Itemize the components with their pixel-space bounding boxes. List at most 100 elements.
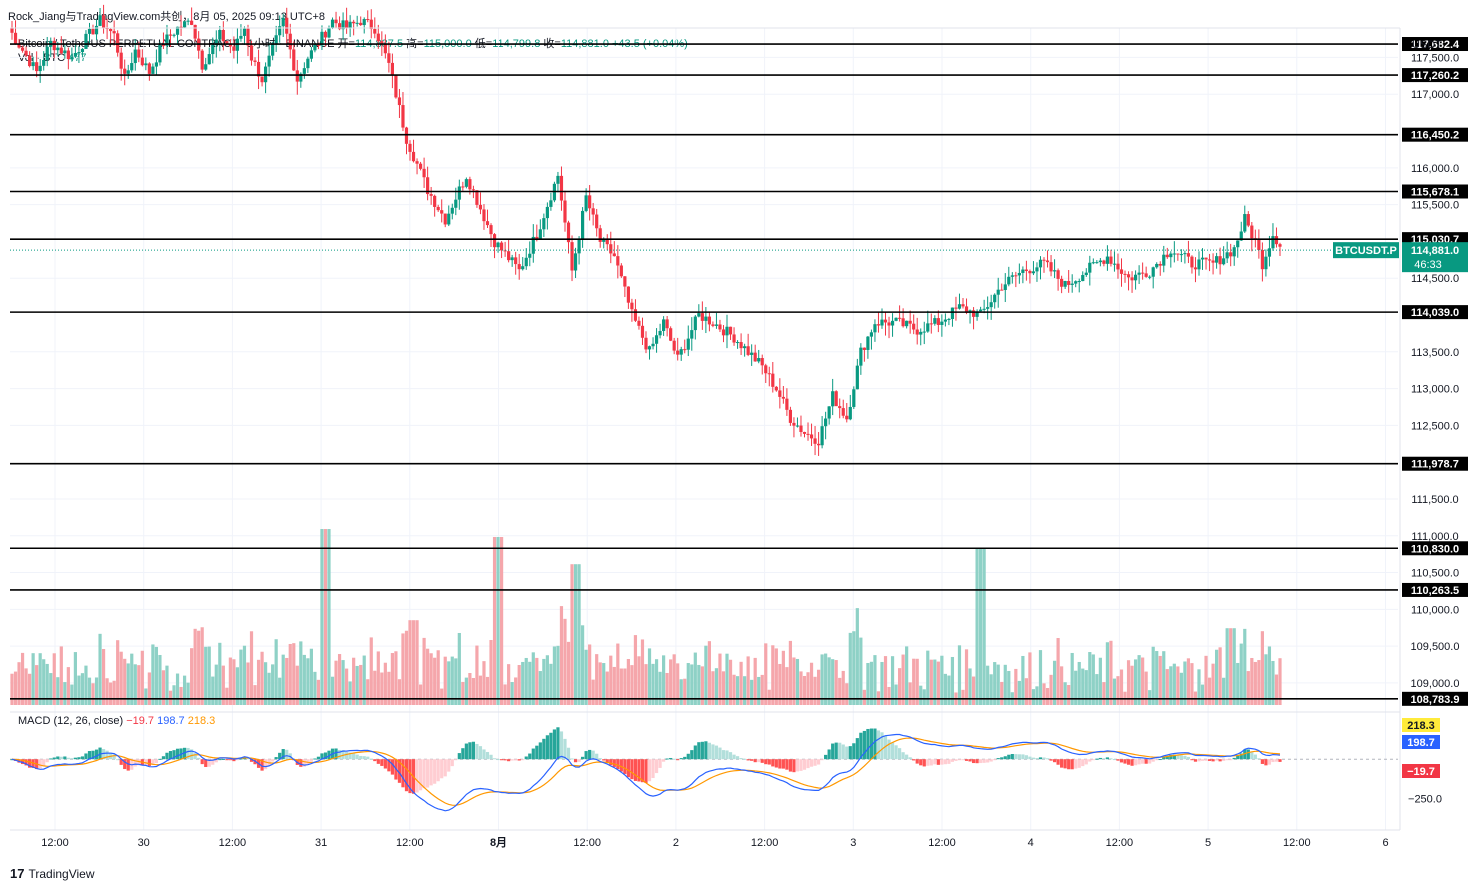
volume-bar [866,663,870,705]
candle-body [573,253,578,271]
macd-histogram-bar [676,759,680,761]
volume-bar [151,644,155,705]
volume-bar [408,620,412,705]
macd-histogram-bar [908,757,912,760]
candle-body [570,242,574,271]
macd-label: MACD (12, 26, close) [18,715,124,727]
volume-bar [595,654,599,705]
candle-body [116,33,120,53]
macd-histogram-bar [1218,759,1222,762]
volume-bar [1130,665,1134,705]
candle-body [989,302,993,308]
macd-histogram-bar [549,732,553,760]
macd-histogram-bar [1186,756,1191,760]
volume-bar [971,676,976,705]
volume-bar [880,661,884,705]
macd-histogram-bar [1232,757,1236,760]
candle-body [894,317,898,321]
volume-bar [915,658,919,705]
candle-body [760,358,764,366]
candle-body [161,45,166,47]
volume-bar [697,664,701,705]
candle-body [531,236,535,254]
candle-body [433,195,437,207]
volume-bar [739,661,743,705]
macd-histogram-bar [87,751,92,760]
time-tick-label: 3 [850,837,856,849]
macd-histogram-bar [408,759,412,794]
volume-bar [1260,631,1264,705]
candle-body [1119,269,1124,274]
volume-bar [711,671,715,705]
tradingview-footer[interactable]: 17 TradingView [10,866,95,881]
volume-bar [1003,664,1007,705]
macd-histogram-bar [1274,759,1279,762]
macd-histogram-bar [1105,757,1110,760]
volume-bar [524,657,528,705]
volume-bar [87,677,92,705]
macd-histogram-bar [464,743,468,760]
macd-histogram-bar [943,759,947,765]
candle-body [366,19,370,21]
tradingview-brand: TradingView [28,866,95,881]
macd-histogram-bar [492,758,497,760]
volume-bar [45,663,49,705]
macd-histogram-bar [49,758,53,760]
macd-histogram-bar [204,759,208,767]
macd-histogram-bar [418,759,423,791]
candle-body [623,276,627,287]
macd-histogram-bar [788,759,793,772]
candle-body [845,415,849,420]
candle-body [690,330,694,339]
candle-body [348,21,352,29]
candle-body [718,324,722,330]
candle-body [1081,275,1085,282]
macd-histogram-bar [496,759,500,761]
macd-histogram-bar [260,759,264,771]
candle-body [862,347,866,350]
macd-histogram-bar [845,746,849,760]
macd-histogram-bar [503,759,507,761]
macd-line [11,733,1281,812]
candle-body [478,204,483,210]
time-tick-label: 12:00 [573,837,601,849]
time-tick-label: 12:00 [751,837,779,849]
candle-body [401,105,405,128]
volume-bar [961,689,965,705]
candle-body [1098,260,1102,263]
time-tick-label: 12:00 [396,837,424,849]
volume-bar [1063,682,1067,705]
volume-bar [1031,689,1036,705]
volume-bar [281,654,285,705]
volume-bar [1172,663,1176,705]
volume-bar [795,658,800,705]
volume-bar [1056,638,1060,705]
macd-histogram-bar [1137,759,1141,765]
macd-histogram-bar [838,742,842,760]
macd-histogram-bar [175,748,180,760]
candle-body [330,19,335,28]
candle-body [1000,289,1004,291]
candle-body [140,57,144,66]
volume-bar [647,648,652,705]
currency-unit[interactable]: USDT [1412,39,1442,51]
volume-bar [778,663,782,705]
volume-bar [306,658,310,705]
candle-body [1137,272,1141,275]
macd-histogram-bar [1193,759,1198,762]
candle-body [362,19,366,26]
candle-body [204,64,208,70]
candle-body [288,33,292,50]
candle-body [581,210,585,239]
macd-legend[interactable]: MACD (12, 26, close) −19.7 198.7 218.3 [18,715,215,727]
candle-body [1070,283,1074,285]
candle-body [859,347,863,366]
candle-body [130,63,134,71]
macd-histogram-bar [404,759,409,792]
candle-body [373,28,377,34]
last-price-label: 114,881.0 [1411,245,1459,257]
volume-bar [1264,654,1268,705]
candle-body [408,143,412,152]
macd-histogram-bar [514,759,518,761]
